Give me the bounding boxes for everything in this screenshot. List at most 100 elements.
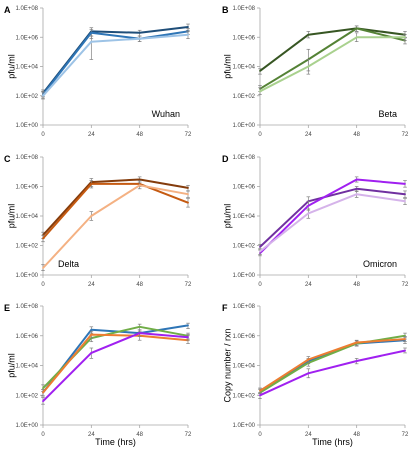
data-point — [259, 70, 261, 72]
y-axis-title: Copy number / rxn — [222, 328, 232, 402]
data-point — [307, 212, 310, 215]
series-3 — [41, 330, 190, 397]
x-tick-label: 72 — [402, 432, 409, 438]
y-tick-label: 1.0E+06 — [232, 185, 255, 191]
y-tick-label: 1.0E+06 — [232, 334, 255, 340]
chart-panel-e: E 1.0E+00 1.0E+02 1.0E+04 1.0E+06 1.0E+08 0 24 4… — [4, 303, 192, 447]
variant-label: Omicron — [363, 259, 397, 269]
y-axis-title: pfu/ml — [222, 54, 232, 79]
x-tick-label: 0 — [258, 132, 262, 138]
panel-letter: C — [4, 154, 11, 164]
chart-panel-d: D 1.0E+00 1.0E+02 1.0E+04 1.0E+06 1.0E+08 0 24 4… — [222, 154, 409, 288]
x-tick-label: 24 — [88, 132, 95, 138]
x-tick-label: 48 — [136, 282, 143, 288]
x-tick-label: 48 — [136, 432, 143, 438]
data-point — [404, 338, 406, 340]
panel-letter: F — [222, 303, 228, 313]
variant-label: Beta — [378, 109, 397, 119]
series-line — [42, 184, 189, 269]
data-point — [259, 90, 261, 93]
data-point — [138, 37, 141, 40]
series-line — [259, 178, 406, 254]
data-point — [404, 200, 406, 203]
data-point — [187, 324, 189, 327]
series-3 — [41, 181, 190, 271]
data-point — [307, 358, 310, 361]
data-point — [138, 178, 141, 181]
series-3 — [41, 31, 190, 100]
data-point — [42, 391, 44, 394]
panel-letter: E — [4, 303, 10, 313]
series-line — [259, 27, 406, 90]
data-point — [355, 187, 358, 190]
data-point — [355, 27, 358, 30]
x-tick-label: 72 — [402, 282, 409, 288]
series-line — [42, 30, 189, 96]
data-point — [90, 352, 93, 354]
y-tick-label: 1.0E+02 — [232, 94, 255, 100]
data-point — [404, 36, 406, 39]
y-axis-title: pfu/ml — [222, 204, 232, 229]
data-point — [138, 31, 141, 34]
y-tick-label: 1.0E+08 — [15, 6, 38, 12]
series-1 — [41, 176, 190, 239]
chart-panel-a: A 1.0E+00 1.0E+02 1.0E+04 1.0E+06 1.0E+08 0 24 4… — [4, 5, 192, 138]
x-tick-label: 72 — [185, 282, 192, 288]
data-point — [355, 360, 358, 362]
data-point — [404, 349, 406, 352]
data-point — [138, 325, 141, 328]
y-tick-label: 1.0E+00 — [15, 123, 38, 129]
data-point — [355, 341, 358, 344]
x-tick-label: 0 — [41, 132, 45, 138]
panel-letter: A — [4, 5, 11, 15]
series-line — [259, 334, 406, 394]
data-point — [355, 178, 358, 181]
x-tick-label: 24 — [88, 432, 95, 438]
data-point — [187, 26, 189, 28]
data-point — [90, 333, 93, 336]
x-tick-label: 24 — [88, 282, 95, 288]
series-2 — [258, 176, 407, 257]
panel-letter: B — [222, 5, 229, 15]
data-point — [404, 193, 406, 196]
data-point — [307, 372, 310, 375]
series-line — [42, 182, 189, 240]
data-point — [138, 332, 141, 335]
y-tick-label: 1.0E+04 — [15, 214, 38, 220]
y-tick-label: 1.0E+04 — [15, 65, 38, 71]
data-point — [187, 33, 189, 36]
y-tick-label: 1.0E+08 — [15, 155, 38, 161]
y-tick-label: 1.0E+00 — [232, 273, 255, 279]
series-4 — [258, 347, 407, 399]
y-tick-label: 1.0E+08 — [232, 6, 255, 12]
y-axis-title: pfu/ml — [6, 353, 16, 378]
y-tick-label: 1.0E+06 — [15, 185, 38, 191]
y-tick-label: 1.0E+00 — [232, 123, 255, 129]
series-2 — [41, 28, 190, 99]
series-line — [259, 349, 406, 397]
x-tick-label: 24 — [305, 132, 312, 138]
data-point — [355, 36, 358, 39]
data-point — [90, 31, 93, 34]
x-tick-label: 0 — [41, 432, 45, 438]
x-tick-label: 72 — [185, 432, 192, 438]
x-tick-label: 0 — [41, 282, 45, 288]
series-line — [259, 36, 405, 93]
x-tick-label: 24 — [305, 282, 312, 288]
series-line — [259, 187, 406, 248]
data-point — [259, 389, 261, 392]
series-2 — [41, 180, 190, 243]
x-tick-label: 48 — [353, 432, 360, 438]
x-axis-title: Time (hrs) — [95, 437, 136, 447]
data-point — [42, 94, 44, 97]
series-1 — [258, 186, 407, 251]
data-point — [307, 204, 310, 207]
data-point — [307, 65, 310, 68]
y-tick-label: 1.0E+08 — [232, 304, 255, 310]
series-line — [259, 193, 406, 253]
data-point — [187, 201, 189, 204]
series-line — [42, 333, 189, 394]
series-line — [259, 27, 406, 72]
series-3 — [258, 190, 407, 255]
y-tick-label: 1.0E+06 — [15, 35, 38, 41]
